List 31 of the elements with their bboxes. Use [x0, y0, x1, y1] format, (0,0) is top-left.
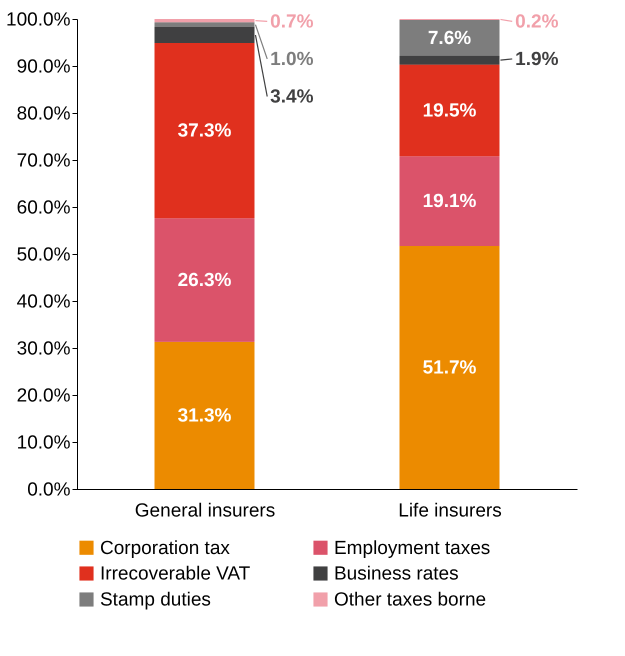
- y-tick-label: 30.0%: [16, 338, 71, 360]
- data-label: 19.1%: [422, 191, 477, 212]
- y-tick-label: 80.0%: [16, 104, 71, 124]
- x-tick-label: General insurers: [134, 500, 276, 522]
- data-label: 1.0%: [270, 48, 314, 70]
- y-tick-label: 50.0%: [16, 244, 71, 266]
- data-label: 7.6%: [428, 28, 472, 49]
- y-tick-label: 0.0%: [27, 480, 71, 500]
- data-label: 0.7%: [270, 11, 314, 32]
- y-tick-label: 10.0%: [16, 432, 71, 454]
- data-label: 51.7%: [422, 358, 477, 379]
- legend-label: Stamp duties: [100, 590, 211, 610]
- legend-label: Employment taxes: [334, 538, 490, 559]
- legend-label: Irrecoverable VAT: [100, 564, 251, 584]
- y-tick-label: 100.0%: [6, 10, 71, 30]
- y-tick-label: 90.0%: [16, 56, 71, 78]
- data-label: 31.3%: [178, 405, 232, 426]
- y-tick-label: 40.0%: [16, 292, 71, 312]
- data-label: 3.4%: [270, 86, 314, 108]
- data-label: 1.9%: [515, 48, 559, 70]
- y-tick-label: 60.0%: [16, 198, 71, 218]
- y-tick-label: 20.0%: [16, 386, 71, 406]
- data-label: 26.3%: [178, 270, 232, 292]
- y-tick-label: 70.0%: [16, 150, 71, 172]
- legend-label: Corporation tax: [100, 538, 230, 559]
- data-label: 19.5%: [422, 100, 477, 122]
- x-tick-label: Life insurers: [398, 500, 502, 522]
- legend-label: Business rates: [334, 564, 459, 584]
- data-label: 37.3%: [178, 120, 232, 142]
- data-label: 0.2%: [515, 11, 559, 32]
- legend-label: Other taxes borne: [334, 590, 486, 610]
